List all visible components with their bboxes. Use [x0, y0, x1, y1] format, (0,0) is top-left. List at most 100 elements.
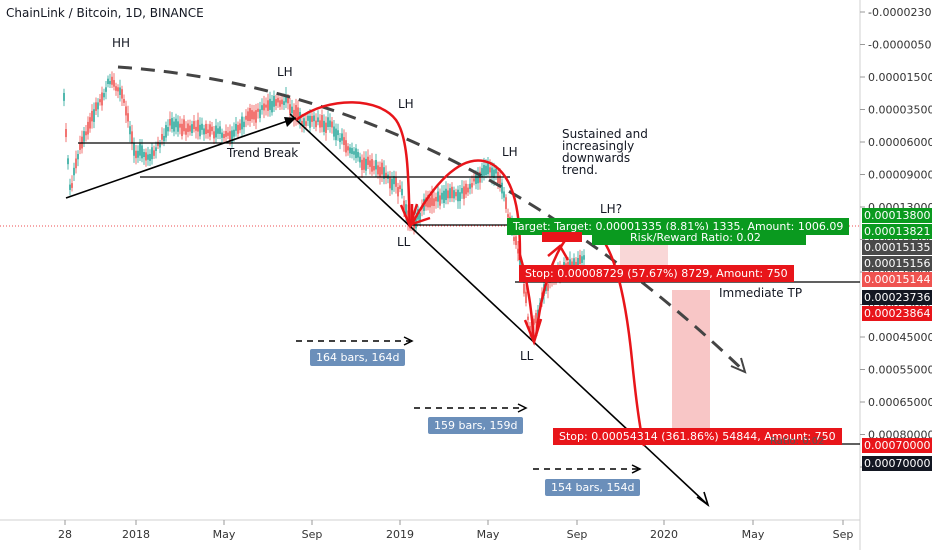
candle-body [135, 150, 137, 159]
candle-body [213, 131, 215, 139]
y-tick-label: -0.00002300 [868, 6, 932, 19]
candle-body [465, 183, 467, 195]
candle-body [111, 76, 113, 85]
candle-body [437, 191, 439, 202]
price-candles [63, 71, 585, 339]
candle-body [131, 131, 133, 144]
candle-body [297, 107, 299, 121]
y-tick-label: 0.00003500 [868, 104, 932, 117]
candle-body [145, 152, 147, 161]
candle-body [347, 146, 349, 151]
candle-body [77, 153, 79, 160]
candle-body [159, 143, 161, 148]
label-immediate-tp: Immediate TP [719, 286, 802, 300]
candle-body [319, 120, 321, 128]
candle-body [63, 92, 65, 101]
candle-body [355, 148, 357, 159]
price-badge: 0.00070000 [862, 438, 932, 453]
candle-body [259, 109, 261, 119]
candle-body [377, 165, 379, 175]
price-badge: 0.00023736 [862, 290, 932, 305]
candle-body [567, 262, 569, 267]
bars-label-1: 164 bars, 164d [310, 349, 406, 366]
candle-body [229, 131, 231, 143]
candle-body [227, 132, 229, 136]
candle-body [455, 192, 457, 197]
label-lh-1: LH [277, 65, 293, 79]
price-badge: 0.00070000 [862, 456, 932, 471]
x-tick-label: Sep [302, 528, 323, 541]
candle-body [133, 143, 135, 156]
downtrend-line [289, 113, 709, 506]
candle-body [269, 98, 271, 110]
candle-body [107, 78, 109, 84]
candle-body [233, 129, 235, 137]
candle-body [445, 188, 447, 201]
candle-body [155, 147, 157, 151]
candle-body [143, 152, 145, 158]
candle-body [525, 291, 527, 304]
candle-body [395, 177, 397, 187]
candle-body [263, 103, 265, 111]
candle-body [323, 120, 325, 132]
candle-body [171, 118, 173, 129]
candle-body [579, 254, 581, 264]
candle-body [433, 198, 435, 206]
candle-body [533, 318, 535, 325]
swing-arrow-4 [547, 244, 570, 261]
candle-body [221, 132, 223, 138]
candle-body [271, 101, 273, 113]
candle-body [473, 178, 475, 182]
candle-body [279, 100, 281, 107]
candle-body [321, 115, 323, 128]
candle-body [335, 128, 337, 141]
candle-body [241, 116, 243, 130]
candle-body [195, 126, 197, 131]
candle-body [255, 110, 257, 123]
candle-body [125, 106, 127, 116]
candle-body [457, 189, 459, 202]
candle-body [449, 188, 451, 199]
candle-body [339, 138, 341, 143]
x-tick-label: 2019 [386, 528, 414, 541]
candle-body [173, 121, 175, 132]
candle-body [183, 119, 185, 132]
label-lh-3: LH [502, 145, 518, 159]
candle-body [91, 110, 93, 122]
chart-title: ChainLink / Bitcoin, 1D, BINANCE [6, 6, 204, 20]
candle-body [167, 127, 169, 132]
candle-body [245, 115, 247, 120]
candle-body [275, 99, 277, 106]
swing-arrow-2a [410, 204, 431, 226]
candle-body [483, 164, 485, 176]
candle-body [573, 258, 575, 267]
candle-body [73, 167, 75, 176]
candle-body [301, 120, 303, 126]
candle-body [491, 167, 493, 177]
candle-body [427, 194, 429, 208]
candle-body [157, 141, 159, 146]
swing-arrow-3 [523, 318, 543, 346]
candle-body [477, 172, 479, 184]
stop-label-2-suffix: Ratio: 0.02 [770, 436, 825, 447]
candle-body [343, 137, 345, 146]
candle-body [331, 121, 333, 128]
candle-body [507, 214, 509, 218]
candle-body [405, 204, 407, 217]
y-tick-label: 0.00055000 [868, 364, 932, 377]
candle-body [117, 87, 119, 92]
candle-body [337, 130, 339, 136]
bars-label-3: 154 bars, 154d [545, 479, 641, 496]
candle-body [447, 190, 449, 199]
candle-body [485, 165, 487, 176]
candle-body [235, 123, 237, 131]
candle-body [451, 186, 453, 199]
y-tick-label: -0.00000500 [868, 39, 932, 52]
candle-body [101, 92, 103, 106]
price-badge: 0.00015144 [862, 272, 932, 287]
candle-body [453, 190, 455, 199]
candle-body [289, 104, 291, 114]
candle-body [67, 158, 69, 165]
candle-body [333, 126, 335, 137]
range-arrow-2-head [517, 403, 528, 413]
